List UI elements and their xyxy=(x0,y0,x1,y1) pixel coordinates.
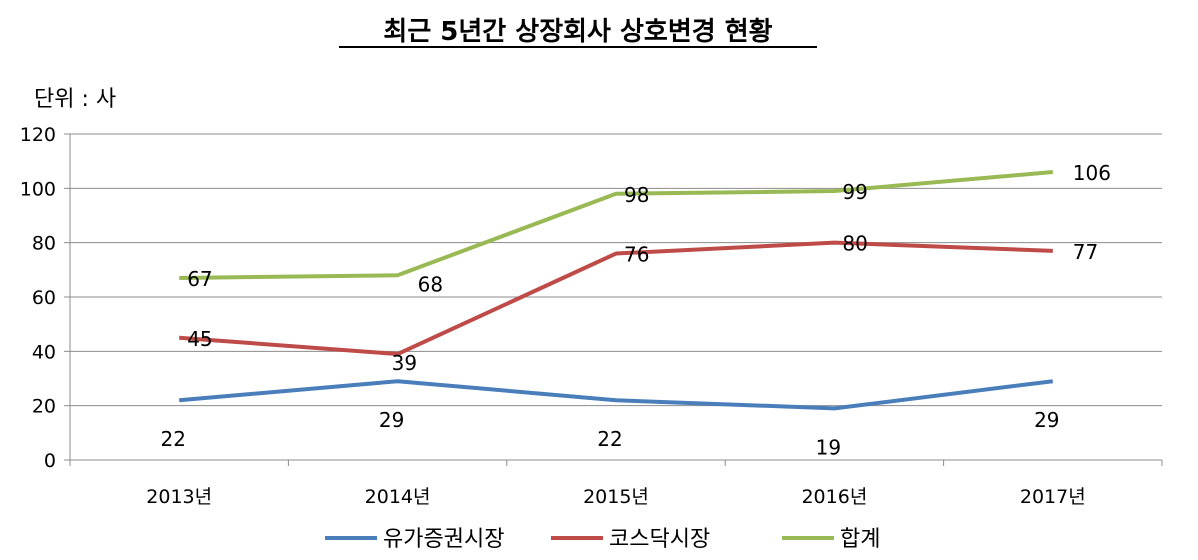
legend-item: 합계 xyxy=(782,527,880,552)
data-label: 76 xyxy=(624,243,649,267)
data-label: 68 xyxy=(418,272,443,296)
unit-label: 단위 : 사 xyxy=(34,87,116,112)
data-label: 22 xyxy=(160,427,185,451)
legend-label: 유가증권시장 xyxy=(383,527,504,552)
data-label: 106 xyxy=(1073,161,1111,185)
series-line-1 xyxy=(179,240,1053,357)
data-label: 29 xyxy=(1034,408,1059,432)
data-label: 67 xyxy=(187,267,212,291)
data-label: 77 xyxy=(1073,240,1098,264)
y-tick-label: 80 xyxy=(32,233,56,255)
series-line-0 xyxy=(179,379,1054,411)
x-tick-label: 2013년 xyxy=(146,486,212,508)
legend-item: 코스닥시장 xyxy=(551,527,710,552)
y-tick-label: 100 xyxy=(20,178,56,200)
series-line-2 xyxy=(179,170,1053,280)
y-tick-label: 40 xyxy=(32,341,56,363)
x-tick-label: 2016년 xyxy=(801,486,867,508)
x-tick-label: 2014년 xyxy=(365,486,431,508)
y-tick-label: 60 xyxy=(32,287,56,309)
y-tick-label: 0 xyxy=(44,450,56,472)
chart-title: 최근 5년간 상장회사 상호변경 현황 xyxy=(383,17,772,47)
x-tick-label: 2015년 xyxy=(583,486,649,508)
legend-item: 유가증권시장 xyxy=(325,527,504,552)
legend-label: 코스닥시장 xyxy=(609,527,710,552)
data-label: 29 xyxy=(379,408,404,432)
y-tick-label: 120 xyxy=(20,124,56,146)
data-label: 45 xyxy=(187,327,212,351)
data-label: 98 xyxy=(624,183,649,207)
legend-label: 합계 xyxy=(840,527,880,552)
data-label: 99 xyxy=(842,180,867,204)
data-label: 19 xyxy=(816,435,841,459)
x-tick-label: 2017년 xyxy=(1020,486,1086,508)
data-label: 39 xyxy=(392,351,417,375)
data-label: 22 xyxy=(597,427,622,451)
y-tick-label: 20 xyxy=(32,396,56,418)
data-label: 80 xyxy=(842,232,867,256)
